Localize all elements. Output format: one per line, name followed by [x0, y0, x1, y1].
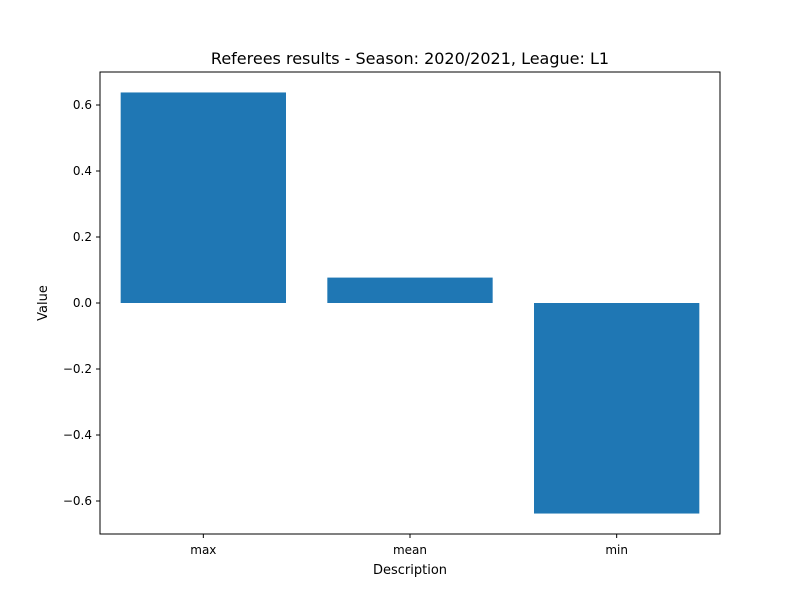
chart-title: Referees results - Season: 2020/2021, Le… [211, 49, 609, 68]
bar-min [534, 303, 700, 514]
x-tick-label: min [605, 543, 628, 557]
y-tick-label: 0.4 [73, 164, 92, 178]
y-tick-label: −0.2 [63, 362, 92, 376]
y-tick-label: 0.2 [73, 230, 92, 244]
y-tick-label: 0.0 [73, 296, 92, 310]
y-axis-label: Value [36, 285, 51, 321]
bar-mean [327, 277, 493, 303]
x-tick-label: max [190, 543, 216, 557]
y-axis: 0.6 0.4 0.2 0.0 −0.2 −0.4 −0.6 [63, 98, 100, 508]
x-tick-label: mean [393, 543, 427, 557]
x-axis-label: Description [373, 563, 447, 578]
y-tick-label: −0.4 [63, 428, 92, 442]
bar-max [120, 92, 286, 304]
y-tick-label: 0.6 [73, 98, 92, 112]
x-axis: max mean min [190, 534, 628, 557]
y-tick-label: −0.6 [63, 494, 92, 508]
bars-layer [120, 92, 700, 514]
